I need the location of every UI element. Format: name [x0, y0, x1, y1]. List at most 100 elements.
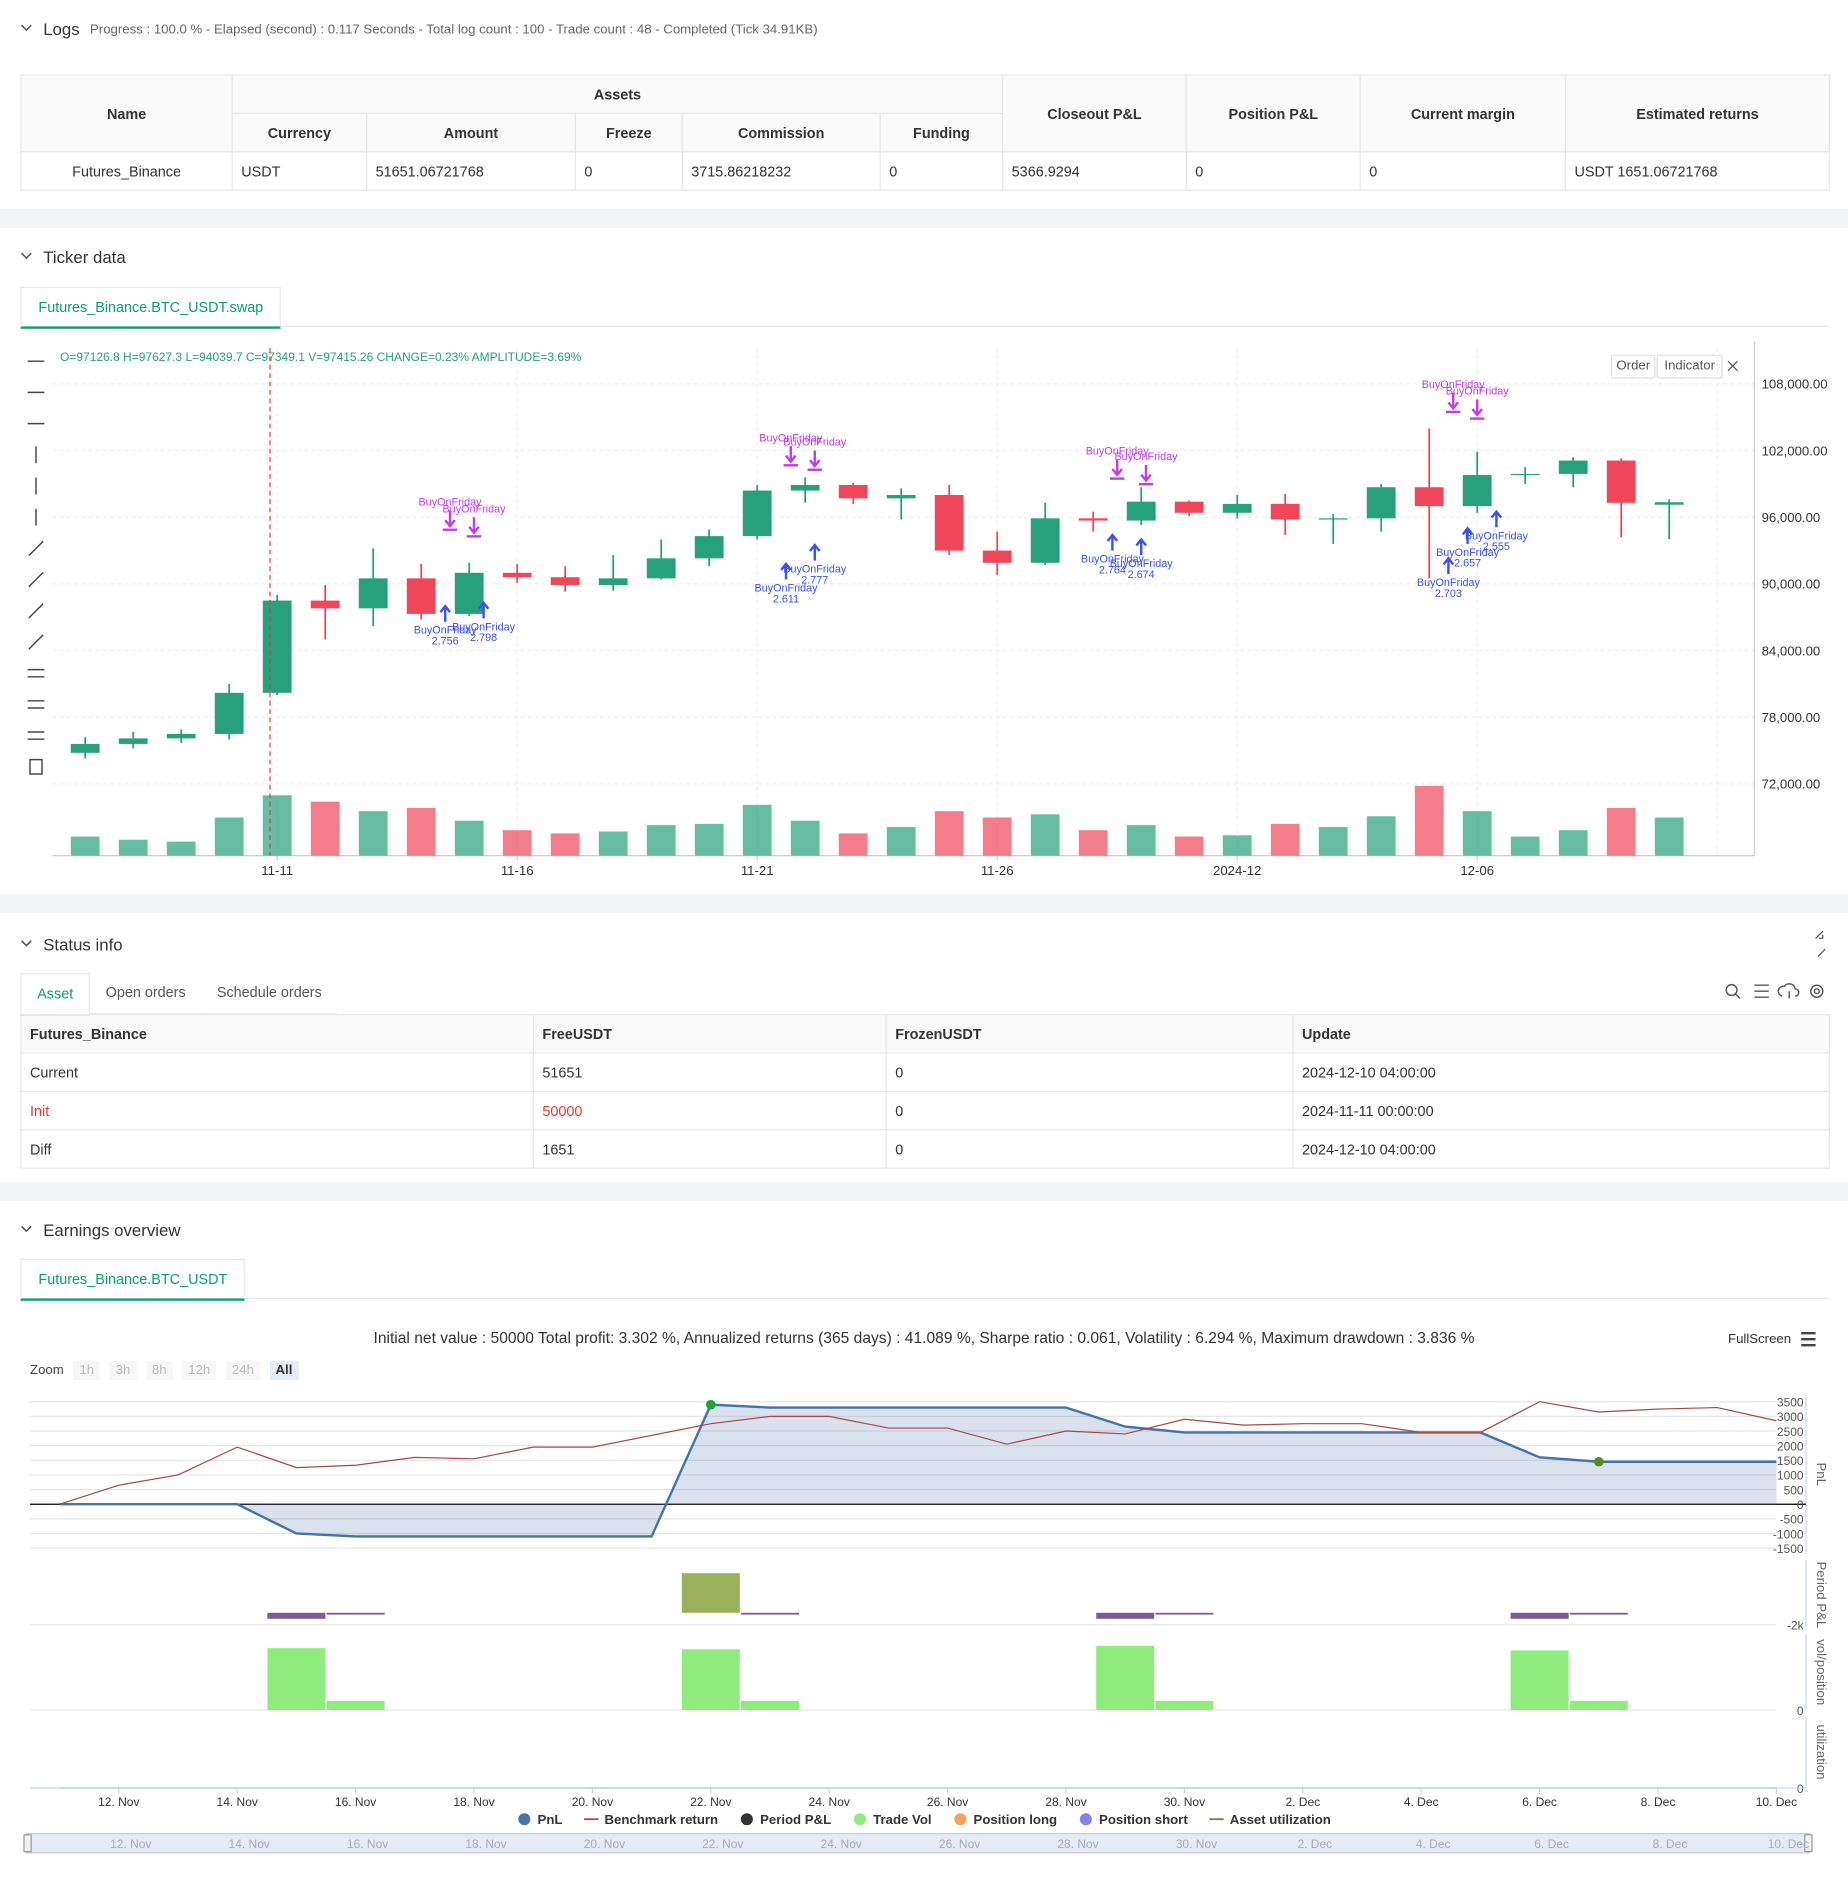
zoom-button[interactable]: 8h — [145, 1360, 173, 1380]
signal-amount: 2.703 — [1435, 588, 1462, 600]
table-row: Futures_Binance USDT 51651.06721768 0 3715.8… — [20, 151, 1831, 191]
header-row: Name Assets Closeout P&L Position P&L Curren… — [20, 74, 1831, 153]
legend-item[interactable]: Period P&L — [740, 1812, 831, 1827]
candle-body — [1606, 460, 1636, 503]
signal-amount: 2.756 — [432, 636, 459, 648]
order-button[interactable]: Order — [1616, 358, 1651, 374]
legend-item[interactable]: Asset utilization — [1209, 1812, 1331, 1827]
bar — [741, 1612, 799, 1615]
zoom-button[interactable]: 1h — [73, 1360, 101, 1380]
candle-body — [1462, 475, 1492, 507]
navigator-label: 10. Dec — [1768, 1837, 1809, 1851]
menu-icon[interactable] — [1801, 1332, 1816, 1347]
settings-icon[interactable] — [1810, 984, 1824, 998]
navigator-handle[interactable] — [1804, 1834, 1813, 1853]
candle-body — [742, 490, 772, 537]
pnl-area — [59, 1404, 1777, 1537]
column-header: Commission — [681, 112, 881, 153]
legend-item[interactable]: Position short — [1079, 1812, 1188, 1827]
volume-bar — [70, 836, 100, 856]
chevron[interactable] — [21, 252, 32, 260]
drawing-tool[interactable] — [28, 540, 44, 557]
zoom-button[interactable]: 12h — [182, 1360, 217, 1380]
drawing-tool[interactable] — [28, 634, 44, 650]
status-tab[interactable]: Schedule orders — [201, 973, 338, 1015]
legend-label: Asset utilization — [1230, 1812, 1331, 1827]
chevron[interactable] — [21, 24, 32, 32]
drawing-tool[interactable] — [27, 700, 45, 709]
y-tick-label: 2500 — [1777, 1425, 1804, 1439]
zoom-button[interactable]: All — [269, 1360, 299, 1380]
drawing-tool[interactable] — [28, 603, 44, 619]
status-tab[interactable]: Asset — [20, 973, 91, 1017]
navigator-label: 26. Nov — [939, 1837, 980, 1851]
signal-label: BuyOnFriday — [783, 564, 847, 576]
volume-bar — [934, 811, 964, 856]
legend-item[interactable]: Position long — [954, 1812, 1057, 1827]
volume-bar — [1174, 836, 1204, 856]
volume-bar — [454, 820, 484, 856]
table-cell: 2024-11-11 00:00:00 — [1292, 1090, 1831, 1131]
search-icon[interactable] — [1734, 993, 1741, 999]
drawing-tool[interactable] — [27, 731, 45, 740]
candle-body — [646, 558, 676, 579]
separator — [0, 894, 1848, 914]
cloud-icon[interactable] — [1777, 983, 1800, 999]
drawing-tool[interactable] — [28, 571, 44, 588]
signal-label: BuyOnFriday — [452, 621, 516, 633]
ohlc-readout: O=97126.8 H=97627.3 L=94039.7 C=97349.1 … — [60, 351, 582, 365]
bar — [1569, 1612, 1628, 1615]
x-tick-label: 11-26 — [981, 863, 1014, 878]
search-icon[interactable] — [1725, 983, 1738, 997]
legend-item[interactable]: Trade Vol — [853, 1812, 932, 1827]
signal-amount: 2.764 — [1099, 564, 1126, 576]
candle-body — [1174, 501, 1204, 513]
navigator-handle[interactable] — [23, 1834, 32, 1853]
navigator-label: 4. Dec — [1416, 1837, 1451, 1851]
fullscreen-button[interactable]: FullScreen — [1728, 1332, 1792, 1347]
candle-body — [934, 495, 964, 551]
legend-item[interactable]: Benchmark return — [584, 1812, 718, 1827]
volume-bar — [1654, 817, 1684, 856]
legend-item[interactable]: PnL — [518, 1812, 562, 1827]
volume-bar — [1366, 816, 1396, 856]
ticker-tab[interactable]: Futures_Binance.BTC_USDT.swap — [20, 286, 282, 329]
column-header: Futures_Binance — [20, 1014, 535, 1054]
assets-table: Name Assets Closeout P&L Position P&L Curren… — [20, 74, 1831, 191]
signal-arrow — [444, 519, 456, 529]
candle-body — [118, 738, 148, 744]
navigator-label: 18. Nov — [465, 1837, 506, 1851]
button-frame[interactable] — [1611, 354, 1656, 379]
signal-label: BuyOnFriday — [414, 625, 478, 637]
y-tick-label: 0 — [1797, 1782, 1804, 1796]
candle-body — [1030, 518, 1060, 563]
sell-signal: BuyOnFriday — [418, 497, 482, 531]
collapse-icon[interactable] — [1815, 930, 1826, 957]
status-tab[interactable]: Open orders — [90, 973, 202, 1015]
bar — [326, 1700, 385, 1711]
drawing-tool[interactable] — [27, 668, 45, 678]
list-icon[interactable] — [1754, 984, 1769, 998]
chevron[interactable] — [21, 940, 32, 947]
expand-icon[interactable] — [1727, 360, 1739, 372]
button-frame[interactable] — [1656, 354, 1723, 379]
earnings-tab[interactable]: Futures_Binance.BTC_USDT — [20, 1258, 246, 1301]
y-tick-label: 0 — [1797, 1498, 1804, 1512]
zoom-button[interactable]: 3h — [109, 1360, 137, 1380]
indicator-button[interactable]: Indicator — [1664, 358, 1716, 374]
sell-signal: BuyOnFriday — [1446, 386, 1509, 420]
chevron[interactable] — [21, 1225, 32, 1233]
legend-label: Period P&L — [760, 1812, 831, 1827]
column-header: Closeout P&L — [1002, 74, 1187, 153]
signal-label: BuyOnFriday — [783, 437, 847, 449]
table-cell: 0 — [1359, 151, 1567, 191]
settings-icon[interactable] — [1813, 988, 1820, 995]
zoom-button[interactable]: 24h — [225, 1360, 260, 1380]
volume-bar — [982, 817, 1012, 856]
drawing-tool[interactable] — [29, 758, 43, 775]
signal-label: BuyOnFriday — [418, 497, 482, 509]
legend-label: Position short — [1099, 1812, 1188, 1827]
bar — [1096, 1612, 1155, 1619]
